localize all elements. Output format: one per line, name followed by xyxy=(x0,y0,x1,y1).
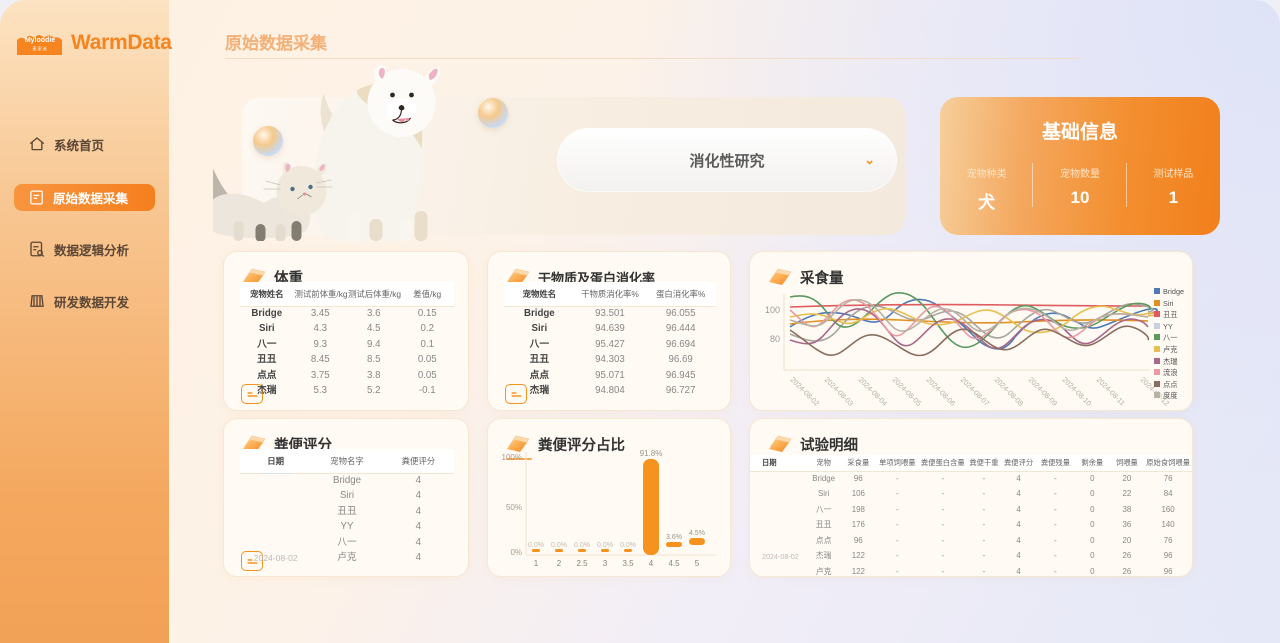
svg-text:3.5: 3.5 xyxy=(622,559,634,568)
svg-text:4.5: 4.5 xyxy=(668,559,680,568)
svg-text:5: 5 xyxy=(695,559,700,568)
svg-text:2024-08-05: 2024-08-05 xyxy=(891,375,924,408)
svg-text:0.0%: 0.0% xyxy=(528,542,544,549)
svg-text:2024-08-03: 2024-08-03 xyxy=(823,375,856,408)
svg-text:2024-08-11: 2024-08-11 xyxy=(1095,375,1127,407)
svg-text:2024-08-09: 2024-08-09 xyxy=(1027,375,1060,408)
svg-text:0.0%: 0.0% xyxy=(551,542,567,549)
svg-text:0.0%: 0.0% xyxy=(597,542,613,549)
svg-text:0.0%: 0.0% xyxy=(574,542,590,549)
svg-text:3.6%: 3.6% xyxy=(666,534,682,541)
svg-text:100%: 100% xyxy=(502,453,522,462)
svg-text:3: 3 xyxy=(603,559,608,568)
svg-text:4: 4 xyxy=(649,559,654,568)
svg-text:4.5%: 4.5% xyxy=(689,530,705,537)
svg-text:80: 80 xyxy=(770,334,780,344)
svg-text:100: 100 xyxy=(765,305,780,315)
svg-text:2024-08-04: 2024-08-04 xyxy=(857,375,890,408)
svg-text:2.5: 2.5 xyxy=(576,559,588,568)
svg-text:2: 2 xyxy=(557,559,562,568)
svg-text:2024-08-07: 2024-08-07 xyxy=(959,375,992,408)
svg-text:1: 1 xyxy=(534,559,539,568)
svg-text:50%: 50% xyxy=(506,503,522,512)
svg-text:2024-08-06: 2024-08-06 xyxy=(925,375,958,408)
svg-text:2024-08-02: 2024-08-02 xyxy=(789,375,822,408)
svg-text:0.0%: 0.0% xyxy=(620,542,636,549)
svg-text:2024-08-10: 2024-08-10 xyxy=(1061,375,1094,408)
svg-text:0%: 0% xyxy=(510,548,522,557)
svg-text:2024-08-08: 2024-08-08 xyxy=(993,375,1026,408)
svg-text:91.8%: 91.8% xyxy=(640,449,663,458)
